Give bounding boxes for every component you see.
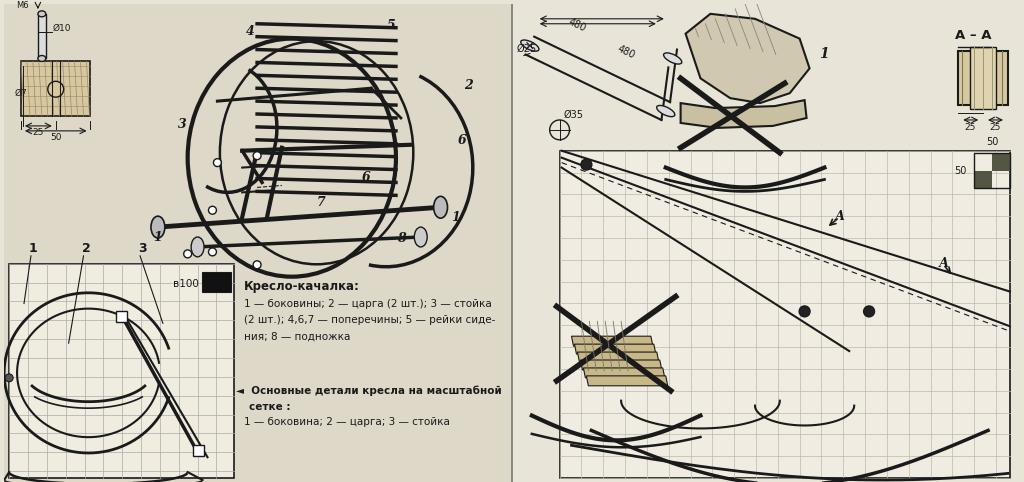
Text: 3: 3 [178,119,187,132]
Circle shape [209,248,216,256]
Polygon shape [574,344,655,354]
Bar [512,4,1020,482]
Text: Кресло-качалка:: Кресло-качалка: [244,280,360,293]
Text: 25: 25 [965,123,976,132]
Ellipse shape [151,216,165,238]
Ellipse shape [191,237,204,257]
Text: 6: 6 [458,134,467,147]
Text: 7: 7 [317,196,326,209]
Circle shape [48,81,63,97]
Text: 1: 1 [29,242,38,255]
Bar [4,4,512,482]
Bar [52,56,59,121]
Text: 50: 50 [954,165,967,175]
Bar [559,151,1010,478]
Text: 480: 480 [616,44,637,60]
Circle shape [253,152,261,160]
Text: Ø35: Ø35 [563,110,584,120]
Text: 1 — боковина; 2 — царга; 3 — стойка: 1 — боковина; 2 — царга; 3 — стойка [244,417,451,428]
Circle shape [213,159,221,167]
Bar [974,153,1010,188]
Text: 25: 25 [32,128,44,137]
Circle shape [581,159,592,170]
Text: Ø25: Ø25 [517,43,537,54]
Bar [992,153,1010,171]
Circle shape [209,206,216,214]
Ellipse shape [38,11,46,17]
Text: 1: 1 [819,47,829,62]
Bar [974,171,992,188]
Bar [958,51,1008,105]
Text: ния; 8 — подножка: ния; 8 — подножка [244,331,350,341]
Polygon shape [571,336,653,346]
Bar [117,311,127,322]
Text: 8: 8 [396,232,406,245]
Bar [38,14,46,58]
Circle shape [550,120,569,140]
Text: Ø7: Ø7 [14,89,27,98]
Text: 50: 50 [986,137,998,147]
Text: 1: 1 [452,211,460,224]
Bar [22,61,90,116]
Polygon shape [581,360,662,370]
Text: в100: в100 [173,279,199,289]
Circle shape [253,261,261,269]
Text: 25: 25 [989,123,1000,132]
Text: (2 шт.); 4,6,7 — поперечины; 5 — рейки сиде-: (2 шт.); 4,6,7 — поперечины; 5 — рейки с… [244,315,496,325]
Ellipse shape [433,196,447,218]
Text: ◄  Основные детали кресла на масштабной: ◄ Основные детали кресла на масштабной [237,385,502,396]
Circle shape [799,306,810,317]
Text: А: А [835,210,845,223]
Text: 1 — боковины; 2 — царга (2 шт.); 3 — стойка: 1 — боковины; 2 — царга (2 шт.); 3 — сто… [244,299,492,309]
Bar [193,445,204,456]
Text: 6: 6 [361,171,371,184]
Text: 3: 3 [138,242,146,255]
Ellipse shape [415,227,427,247]
Circle shape [5,374,13,382]
Polygon shape [584,368,665,378]
Bar [971,47,996,109]
Text: 50: 50 [50,133,61,142]
Ellipse shape [664,53,682,64]
Text: А – А: А – А [955,28,991,41]
Text: 2: 2 [82,242,90,255]
Ellipse shape [38,55,46,61]
Bar [9,264,234,478]
Text: 480: 480 [566,17,588,34]
Text: 2: 2 [464,79,473,92]
Text: M6: M6 [16,1,29,10]
Text: сетке :: сетке : [249,402,291,412]
Polygon shape [578,352,658,362]
Text: 4: 4 [246,25,255,38]
Bar [202,272,231,292]
Circle shape [183,250,191,258]
Ellipse shape [656,106,675,117]
Circle shape [863,306,874,317]
Polygon shape [681,100,807,128]
Text: 1: 1 [154,230,162,243]
Text: 5: 5 [387,19,395,32]
Polygon shape [686,14,810,103]
Polygon shape [587,376,668,386]
Text: А: А [939,257,948,270]
Text: Ø10: Ø10 [53,24,72,33]
Ellipse shape [521,40,539,51]
